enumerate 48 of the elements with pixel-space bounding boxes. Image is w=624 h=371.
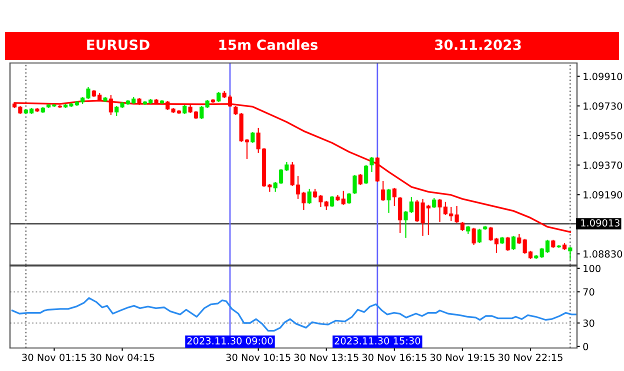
candlestick	[364, 164, 368, 185]
x-tick-label: 30 Nov 10:15	[226, 354, 290, 362]
candlestick	[216, 91, 221, 103]
y-tick-label: 1.09730	[584, 102, 622, 110]
candlestick	[347, 192, 352, 204]
text: 30.11.2023	[435, 40, 521, 50]
y-tick-label: 100	[584, 264, 600, 272]
x-tick-label: 30 Nov 22:15	[498, 354, 562, 362]
candlestick	[432, 197, 436, 209]
candlestick	[250, 131, 255, 144]
candlestick	[307, 188, 312, 204]
candlestick	[370, 156, 374, 173]
candlestick	[392, 187, 396, 207]
candlestick	[386, 188, 391, 214]
candlestick	[460, 221, 465, 232]
candlestick	[352, 174, 357, 195]
candlestick	[506, 236, 510, 252]
y-tick-label: 30	[583, 319, 594, 327]
candlestick	[200, 106, 204, 120]
ref-line-label: 2023.11.30 09:00	[187, 337, 273, 344]
candlestick	[358, 173, 362, 186]
y-tick-label: 70	[583, 288, 594, 296]
candlestick	[375, 156, 380, 183]
candlestick	[381, 180, 386, 202]
candlestick	[182, 104, 187, 115]
y-tick-label: 1.08830	[584, 250, 622, 258]
y-tick-label: 1.09190	[584, 191, 622, 198]
chart-subtitle: 15m Candles	[219, 39, 318, 50]
chart-title: EURUSD	[87, 40, 150, 50]
x-tick-label: 30 Nov 13:15	[294, 354, 358, 362]
candlestick	[517, 233, 522, 245]
candlestick	[511, 235, 516, 250]
ref-line-label: 2023.11.30 15:30	[334, 337, 420, 344]
x-tick-label: 30 Nov 04:15	[90, 354, 154, 362]
x-tick-label: 30 Nov 01:15	[22, 354, 86, 362]
ref-line-label: 1.09013	[581, 219, 620, 227]
y-tick-label: 1.09910	[584, 72, 622, 80]
y-tick-label: 0	[583, 342, 588, 350]
x-tick-label: 30 Nov 19:15	[430, 354, 494, 362]
candlestick	[398, 196, 402, 234]
line-series	[11, 297, 576, 332]
candlestick	[330, 195, 334, 208]
y-tick-label: 1.09550	[584, 132, 622, 140]
candlestick	[568, 246, 572, 260]
x-tick-label: 30 Nov 16:15	[362, 354, 426, 362]
candlestick	[472, 227, 476, 246]
candlestick	[477, 228, 482, 244]
y-tick-label: 1.09370	[584, 162, 622, 169]
